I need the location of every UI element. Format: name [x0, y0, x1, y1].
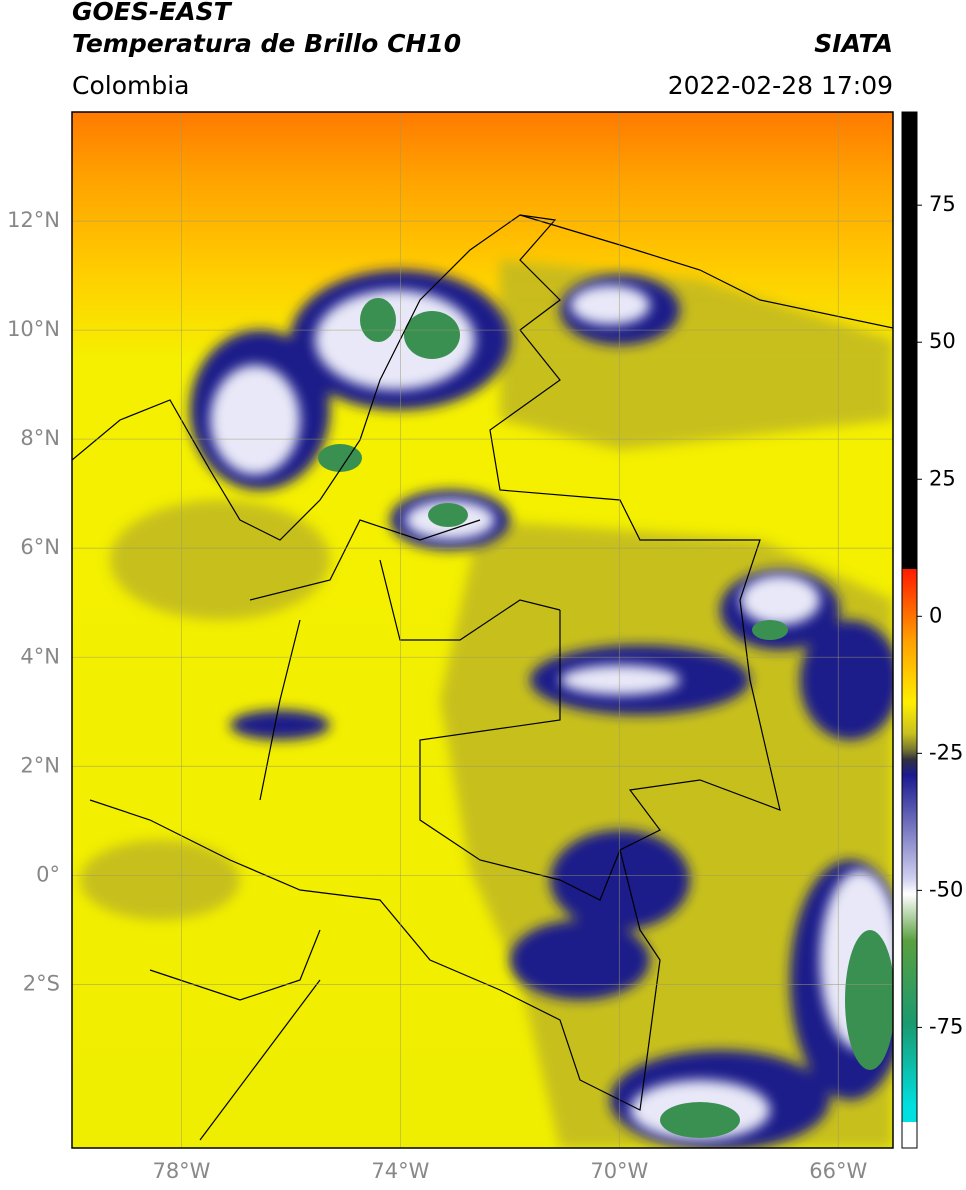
- y-tick-label: 8°N: [20, 426, 60, 450]
- region: Colombia: [72, 71, 189, 100]
- y-tick-label: 10°N: [7, 317, 60, 341]
- axes: 78°W 74°W 70°W 66°W 12°N 10°N 8°N 6°N 4°N 2°N 0° 2°…: [7, 192, 963, 1183]
- agency: GOES-EAST: [72, 0, 233, 26]
- colorbar: [901, 111, 918, 1149]
- colorbar-tick-label: -50: [929, 877, 963, 901]
- y-tick-label: 12°N: [7, 208, 60, 232]
- y-tick-label: 4°N: [20, 644, 60, 668]
- x-tick-label: 78°W: [152, 1159, 210, 1183]
- y-tick-label: 6°N: [20, 535, 60, 559]
- y-tick-label: 0°: [36, 862, 60, 886]
- colorbar-tick-label: 75: [929, 192, 956, 216]
- colorbar-tick-label: -75: [929, 1014, 963, 1038]
- colorbar-tick-label: 50: [929, 329, 956, 353]
- colorbar-tick-label: -25: [929, 740, 963, 764]
- colorbar-tick-label: 25: [929, 466, 956, 490]
- satellite-image: [72, 112, 893, 1148]
- x-tick-label: 70°W: [590, 1159, 648, 1183]
- datetime: 2022-02-28 17:09: [668, 71, 893, 100]
- y-tick-label: 2°N: [20, 753, 60, 777]
- x-tick-label: 66°W: [809, 1159, 867, 1183]
- product: Temperatura de Brillo CH10: [72, 29, 461, 58]
- borders: [72, 214, 893, 1141]
- x-tick-label: 74°W: [371, 1159, 429, 1183]
- source: SIATA: [814, 29, 893, 58]
- map-frame: [71, 111, 894, 1149]
- graticule: [72, 112, 893, 1148]
- y-tick-label: 2°S: [23, 971, 60, 995]
- colorbar-tick-label: 0: [929, 603, 942, 627]
